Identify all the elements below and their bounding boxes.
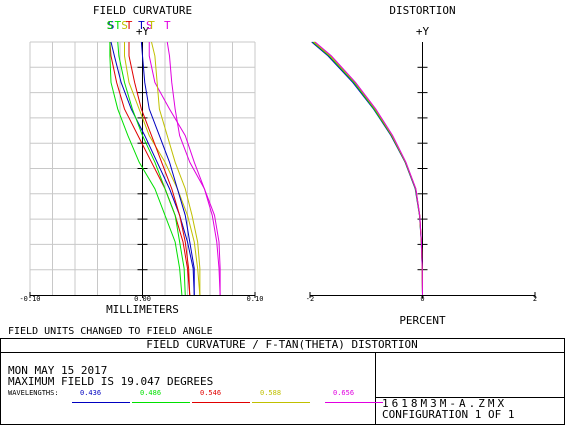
x-axis-label: PERCENT: [399, 314, 446, 327]
configuration: CONFIGURATION 1 OF 1: [382, 408, 514, 421]
curve: [117, 41, 186, 296]
series-label: T: [126, 19, 133, 32]
curve: [110, 41, 195, 296]
series-label: S: [108, 19, 115, 32]
footer-title: FIELD CURVATURE / F-TAN(THETA) DISTORTIO…: [146, 338, 418, 351]
axis-label: +Y: [416, 25, 430, 38]
wavelength: 0.588: [260, 389, 281, 397]
axis-label: +Y: [136, 25, 150, 38]
curve: [313, 41, 423, 296]
curve: [311, 41, 423, 296]
wavelengths-label: WAVELENGTHS:: [8, 389, 59, 397]
series-label: S: [107, 19, 114, 32]
curve: [312, 41, 423, 296]
curve: [314, 41, 423, 296]
x-axis-label: MILLIMETERS: [106, 303, 179, 316]
date: MON MAY 15 2017: [8, 364, 107, 377]
x-tick-label: -0.10: [19, 295, 40, 303]
curve: [148, 42, 221, 296]
series-label: S: [107, 19, 114, 32]
x-tick-label: 0.10: [247, 295, 264, 303]
series-label: T: [164, 19, 171, 32]
x-tick-label: 0.00: [134, 295, 151, 303]
note: FIELD UNITS CHANGED TO FIELD ANGLE: [8, 326, 213, 337]
curve: [166, 41, 221, 295]
series-label: T: [114, 19, 121, 32]
x-tick-label: 0: [420, 295, 424, 303]
series-label: S: [121, 19, 128, 32]
wavelength: 0.656: [333, 389, 354, 397]
chart-title: DISTORTION: [389, 4, 455, 17]
wavelength: 0.436: [80, 389, 101, 397]
curve: [140, 41, 195, 295]
curve: [109, 41, 191, 296]
wavelength: 0.546: [200, 389, 221, 397]
series-label: S: [146, 19, 153, 32]
x-tick-label: 2: [533, 295, 537, 303]
wavelength: 0.486: [140, 389, 161, 397]
curve: [151, 41, 201, 295]
curve: [109, 42, 183, 296]
file-name: 1618M3M-A.ZMX: [382, 397, 507, 410]
series-label: T: [148, 19, 155, 32]
curve: [128, 42, 191, 296]
x-tick-label: -2: [306, 295, 314, 303]
chart-title: FIELD CURVATURE: [93, 4, 192, 17]
series-label: T: [138, 19, 145, 32]
curve: [124, 42, 201, 296]
curve: [313, 41, 423, 296]
max-field: MAXIMUM FIELD IS 19.047 DEGREES: [8, 375, 213, 388]
